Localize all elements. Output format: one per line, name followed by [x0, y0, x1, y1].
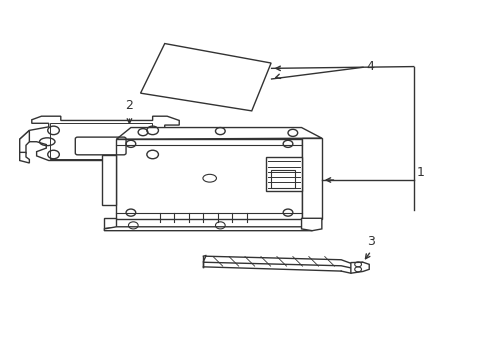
Polygon shape [116, 127, 321, 139]
Text: 1: 1 [416, 166, 424, 179]
Polygon shape [116, 139, 301, 219]
Polygon shape [140, 44, 270, 111]
Polygon shape [301, 138, 321, 219]
Text: 3: 3 [366, 235, 374, 248]
Polygon shape [104, 227, 311, 231]
Text: 2: 2 [125, 99, 133, 112]
Polygon shape [104, 218, 116, 228]
Polygon shape [102, 155, 116, 205]
Polygon shape [203, 256, 362, 268]
Polygon shape [20, 152, 29, 163]
Polygon shape [301, 218, 321, 231]
Polygon shape [265, 157, 301, 192]
Polygon shape [20, 116, 179, 161]
Polygon shape [20, 130, 29, 153]
Polygon shape [350, 262, 368, 273]
Text: 4: 4 [366, 60, 373, 73]
